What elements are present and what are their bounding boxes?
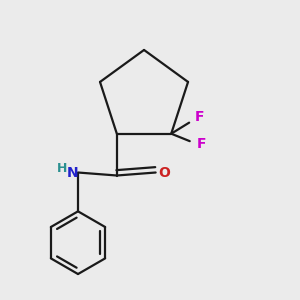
Text: H: H: [57, 162, 68, 176]
Text: F: F: [195, 110, 204, 124]
Text: F: F: [196, 137, 206, 151]
Text: O: O: [159, 166, 170, 179]
Text: N: N: [67, 166, 78, 179]
